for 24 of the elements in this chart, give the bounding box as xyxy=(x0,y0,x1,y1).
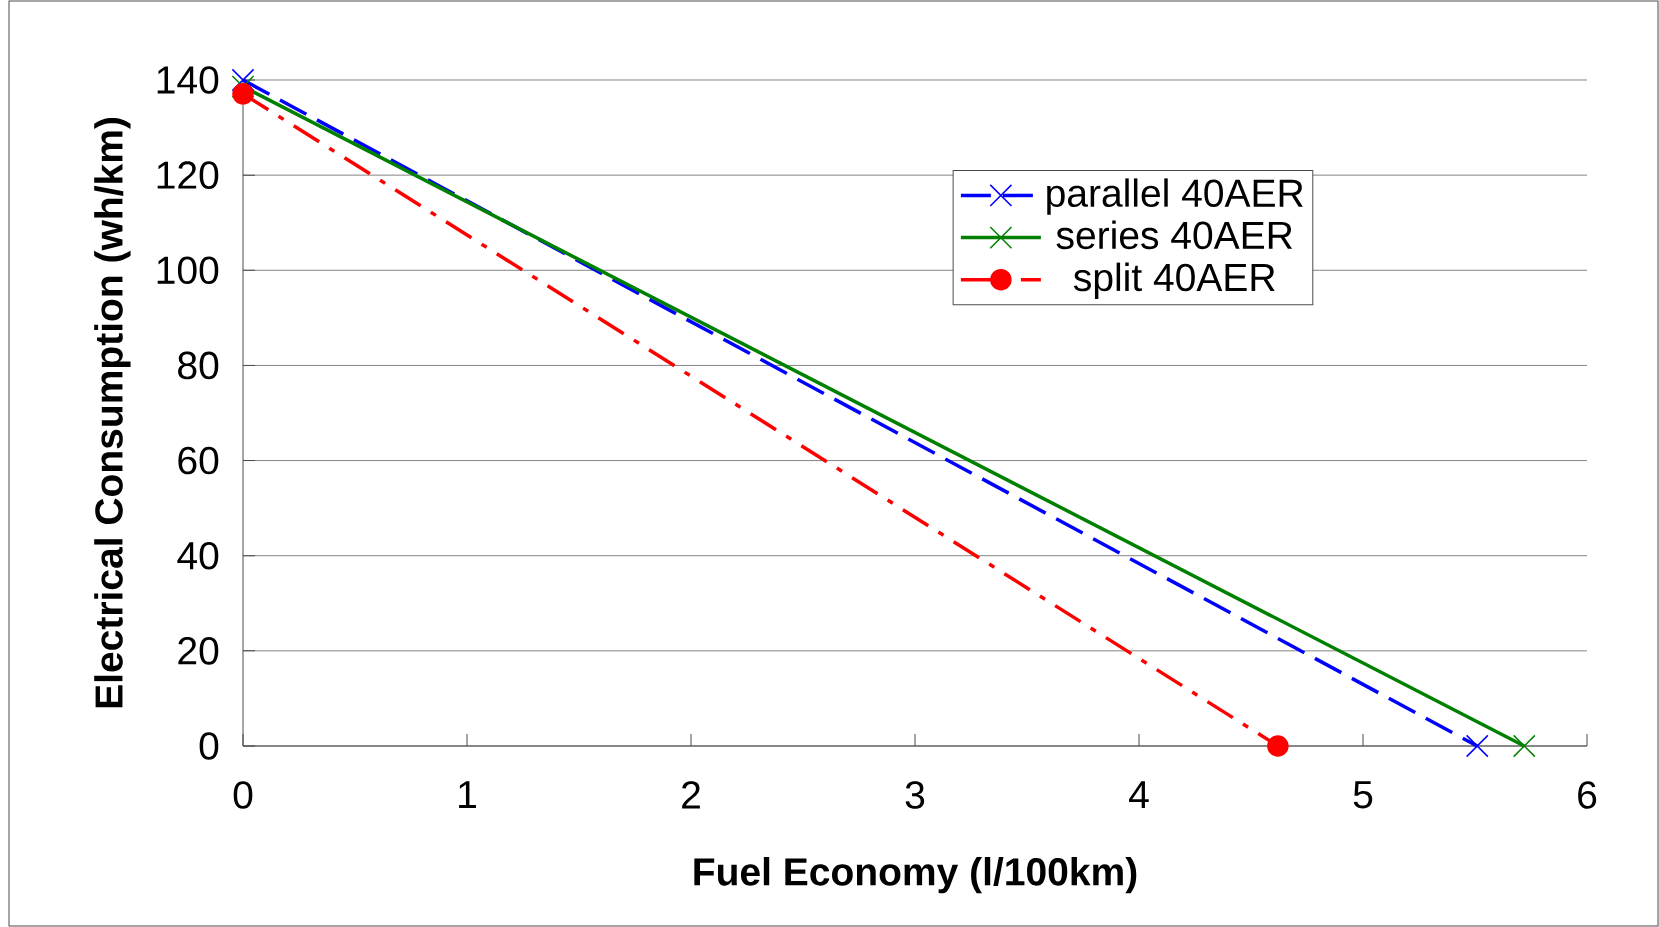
point xyxy=(232,83,254,105)
y-tick-label: 40 xyxy=(177,541,219,570)
x-tick-label: 4 xyxy=(1129,781,1149,809)
point xyxy=(1465,734,1489,758)
x-axis-title: Fuel Economy (l/100km) xyxy=(694,857,1137,894)
y-tick-label: 0 xyxy=(199,732,219,760)
y-tick-label: 80 xyxy=(178,351,219,380)
y-axis-title: Electrical Consumption (wh/km) xyxy=(94,118,131,708)
x-tick-label: 5 xyxy=(1353,781,1373,809)
x-tick-label: 0 xyxy=(233,781,253,809)
y-tick-label: 20 xyxy=(178,637,219,665)
legend-label: series 40AER xyxy=(1056,220,1293,250)
point xyxy=(1267,735,1289,757)
y-tick-label: 140 xyxy=(157,66,219,94)
y-tick-label: 120 xyxy=(157,161,219,189)
x-tick-label: 6 xyxy=(1578,781,1597,809)
legend-label: split 40AER xyxy=(1073,262,1275,299)
x-tick-label: 2 xyxy=(682,781,700,809)
x-tick-label: 1 xyxy=(459,781,476,809)
point xyxy=(1512,734,1536,758)
y-tick-label: 100 xyxy=(157,256,219,285)
legend-label: parallel 40AER xyxy=(1047,178,1303,215)
x-tick-label: 3 xyxy=(905,781,925,809)
y-tick-label: 60 xyxy=(178,446,219,475)
